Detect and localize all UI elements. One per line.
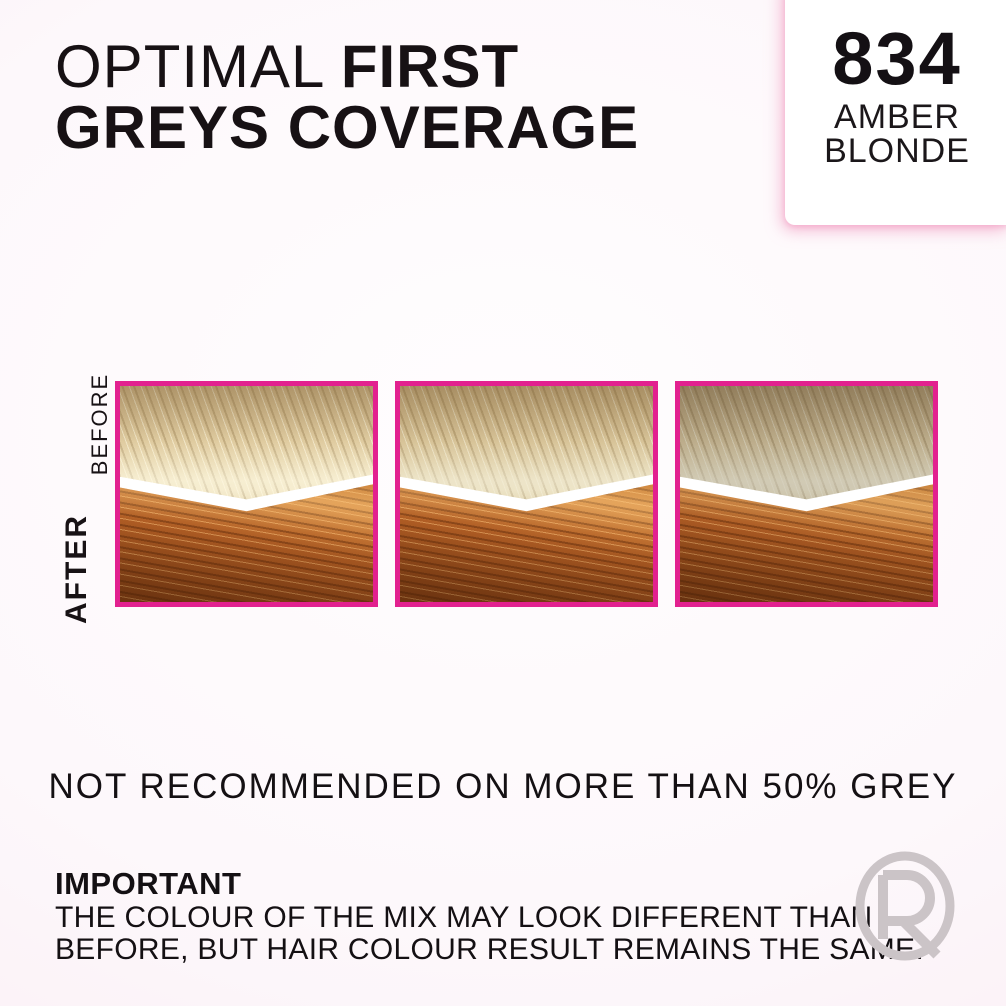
footnote-line2: BEFORE, BUT HAIR COLOUR RESULT REMAINS T… (55, 933, 925, 966)
registered-trademark-icon (855, 851, 955, 961)
before-label: BEFORE (87, 372, 112, 476)
shade-name-line1: AMBER (834, 98, 960, 136)
shade-name-line2: BLONDE (824, 132, 970, 170)
footnote-heading: IMPORTANT (55, 866, 242, 901)
swatch-2-before-hair (400, 386, 653, 500)
swatch-3 (675, 381, 938, 607)
footnote-line1: THE COLOUR OF THE MIX MAY LOOK DIFFERENT… (55, 901, 873, 934)
footnote: IMPORTANT THE COLOUR OF THE MIX MAY LOOK… (55, 866, 925, 966)
page-title-bold: FIRST (340, 33, 520, 100)
swatch-1-before-hair (120, 386, 373, 500)
grey-coverage-warning: NOT RECOMMENDED ON MORE THAN 50% GREY (48, 767, 958, 806)
swatch-2 (395, 381, 658, 607)
shade-name: AMBER BLONDE (785, 100, 1006, 168)
swatch-1 (115, 381, 378, 607)
page-title: OPTIMAL FIRST GREYS COVERAGE (55, 36, 639, 158)
page-title-line2: GREYS COVERAGE (55, 94, 640, 161)
shade-badge: 834 AMBER BLONDE (785, 0, 1006, 225)
page-title-light: OPTIMAL (55, 33, 341, 100)
after-label: AFTER (60, 514, 93, 624)
shade-number: 834 (832, 17, 962, 100)
swatch-3-before-hair (680, 386, 933, 500)
